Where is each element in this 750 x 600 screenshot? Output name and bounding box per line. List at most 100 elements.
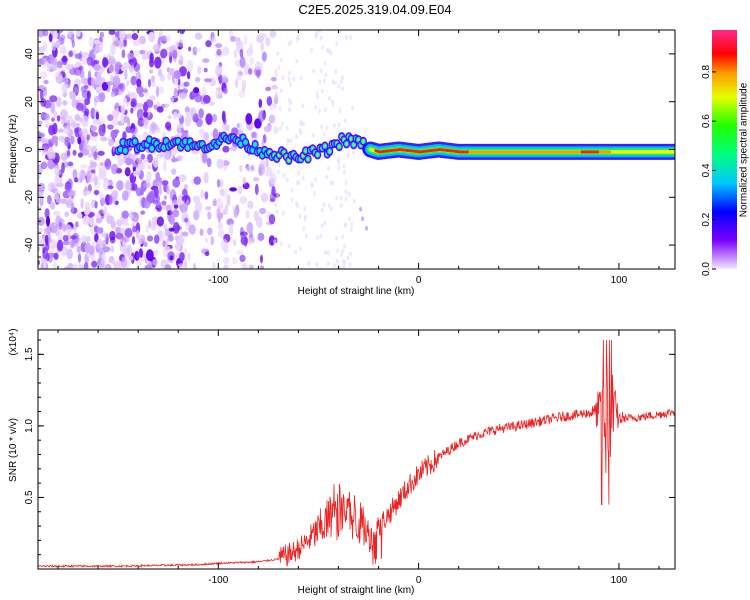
spectrogram-noise-blob <box>41 145 49 153</box>
spectrogram-ridge-core <box>384 149 387 153</box>
spectrogram-noise-blob <box>315 261 319 267</box>
spectrogram-ridge-core <box>526 150 529 154</box>
spectrogram-ridge-core <box>608 150 612 154</box>
spectrogram-ytick-label: 0 <box>24 146 35 152</box>
spectrogram-noise-blob <box>147 78 152 88</box>
spectrogram-noise-blob <box>121 49 126 59</box>
spectrogram-noise-blob <box>43 86 48 97</box>
spectrogram-noise-blob <box>320 207 324 213</box>
spectrogram-noise-blob <box>139 35 146 45</box>
spectrogram-noise-blob <box>84 190 92 195</box>
spectrogram-noise-blob <box>53 110 58 119</box>
spectrogram-noise-blob <box>179 252 185 262</box>
spectrogram-noise-blob <box>193 210 200 221</box>
spectrogram-ridge-core <box>420 150 423 154</box>
spectrogram-noise-blob <box>101 232 109 238</box>
spectrogram-noise-blob <box>265 156 269 169</box>
spectrogram-noise-blob <box>110 163 119 175</box>
spectrogram-noise-blob <box>246 222 254 234</box>
snr-panel: -100 0 100 0.5 1.0 1.5 (x10⁴) Height of strai… <box>8 328 676 596</box>
spectrogram-noise-blob <box>325 47 329 53</box>
spectrogram-noise-blob <box>326 250 330 256</box>
spectrogram-noise-blob <box>123 39 127 47</box>
spectrogram-noise-blob <box>282 173 286 179</box>
snr-xtick-label: 100 <box>611 575 628 586</box>
spectrogram-noise-blob <box>217 222 224 231</box>
spectrogram-noise-blob <box>265 36 271 47</box>
spectrogram-noise-blob <box>348 262 352 268</box>
spectrogram-noise-blob <box>132 30 135 33</box>
spectrogram-noise-blob <box>43 99 52 109</box>
snr-xtick-label: 0 <box>416 575 422 586</box>
spectrogram-noise-blob <box>343 118 347 124</box>
spectrogram-noise-blob <box>88 36 95 48</box>
spectrogram-ridge-core <box>374 149 377 153</box>
spectrogram-noise-blob <box>93 39 101 45</box>
spectrogram-noise-blob <box>344 189 348 195</box>
spectrogram-noise-blob <box>117 158 124 166</box>
spectrogram-noise-blob <box>295 134 299 140</box>
spectrogram-ridge-core <box>494 150 497 154</box>
spectrogram-ridge-core <box>534 150 537 154</box>
spectrogram-noise-blob <box>70 235 77 240</box>
spectrogram-noise-blob <box>207 211 212 220</box>
spectrogram-ridge-core <box>448 149 451 153</box>
spectrogram-noise-blob <box>334 236 338 241</box>
spectrogram-noise-blob <box>245 113 253 125</box>
spectrogram-xtick-label: -100 <box>208 275 228 286</box>
spectrogram-noise-blob <box>215 64 223 77</box>
spectrogram-noise-blob <box>93 50 97 56</box>
spectrogram-noise-blob <box>64 211 69 218</box>
spectrogram-noise-blob <box>181 231 189 237</box>
spectrogram-ridge-core <box>418 150 421 154</box>
spectrogram-noise-blob <box>319 68 323 74</box>
spectrogram-noise-blob <box>233 208 239 218</box>
spectrogram-noise-blob <box>39 227 43 235</box>
spectrogram-noise-blob <box>82 215 89 226</box>
spectrogram-noise-blob <box>98 117 105 125</box>
spectrogram-noise-blob <box>154 56 162 69</box>
spectrogram-noise-blob <box>94 201 98 209</box>
spectrogram-noise-blob <box>195 118 203 128</box>
spectrogram-noise-blob <box>136 78 142 88</box>
spectrogram-ridge-core <box>410 149 413 153</box>
spectrogram-ridge-core <box>570 150 573 154</box>
spectrogram-noise-blob <box>347 191 351 197</box>
spectrogram-noise-blob <box>90 125 97 132</box>
spectrogram-noise-blob <box>315 235 319 241</box>
spectrogram-noise-blob <box>260 254 263 264</box>
spectrogram-noise-blob <box>322 131 326 137</box>
spectrogram-ridge-core <box>424 149 427 153</box>
spectrogram-noise-blob <box>108 64 114 74</box>
spectrogram-ridge-blob <box>301 154 305 158</box>
spectrogram-ridge-core <box>392 148 395 152</box>
spectrogram-noise-blob <box>98 262 106 269</box>
spectrogram-noise-blob <box>38 172 41 180</box>
spectrogram-noise-blob <box>104 263 112 269</box>
spectrogram-noise-blob <box>168 215 175 225</box>
spectrogram-noise-blob <box>138 234 145 245</box>
spectrogram-noise-blob <box>143 200 149 207</box>
spectrogram-noise-blob <box>215 43 223 48</box>
spectrogram-noise-blob <box>111 260 117 265</box>
spectrogram-noise-blob <box>275 91 278 97</box>
spectrogram-ridge-blob <box>350 137 353 141</box>
spectrogram-noise-blob <box>276 193 280 199</box>
spectrogram-noise-blob <box>222 145 230 153</box>
spectrogram-noise-blob <box>96 238 103 251</box>
spectrogram-noise-blob <box>67 149 71 157</box>
spectrogram-noise-blob <box>55 190 60 196</box>
spectrogram-noise-blob <box>115 226 122 234</box>
spectrogram-noise-blob <box>53 220 57 226</box>
spectrogram-ridge-core <box>432 148 435 152</box>
spectrogram-noise-blob <box>77 152 84 158</box>
spectrogram-noise-blob <box>132 225 137 233</box>
spectrogram-noise-blob <box>51 41 57 51</box>
spectrogram-noise-blob <box>173 87 178 99</box>
spectrogram-noise-blob <box>288 70 292 76</box>
spectrogram-noise-blob <box>146 235 154 242</box>
spectrogram-noise-blob <box>108 195 113 205</box>
spectrogram-noise-blob <box>202 175 209 180</box>
spectrogram-ridge-core <box>456 150 459 154</box>
spectrogram-noise-blob <box>56 75 61 81</box>
